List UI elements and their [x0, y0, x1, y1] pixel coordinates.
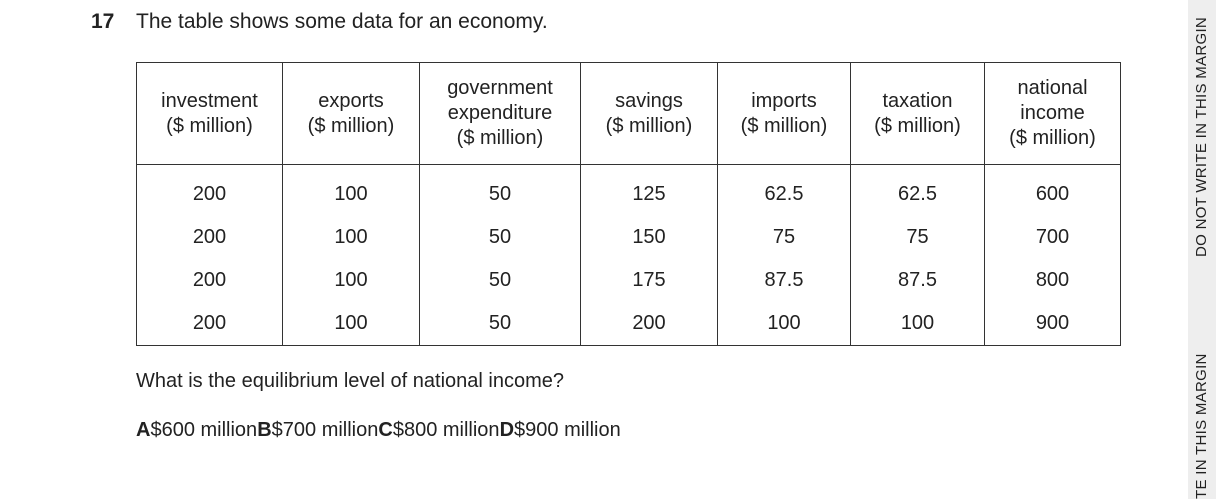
header-cell: exports ($ million)	[282, 62, 420, 165]
table-cell: 100	[282, 216, 420, 259]
table-cell: 87.5	[850, 259, 985, 302]
header-line: ($ million)	[874, 114, 961, 137]
margin-strip: DO NOT WRITE IN THIS MARGIN TE IN THIS M…	[1188, 0, 1216, 499]
header-line: ($ million)	[740, 114, 828, 137]
table-cell: 50	[419, 164, 581, 216]
margin-text: TE IN THIS MARGIN	[1193, 353, 1210, 499]
header-cell: imports ($ million)	[717, 62, 851, 165]
data-table: investment ($ million) exports ($ million) g…	[136, 62, 1121, 346]
header-line: savings	[615, 89, 683, 112]
header-cell: investment ($ million)	[136, 62, 283, 165]
table-cell: 600	[984, 164, 1121, 216]
options: A$600 million B$700 million C$800 million D…	[136, 419, 621, 442]
option-letter: A	[136, 419, 151, 441]
header-cell: national income ($ million)	[984, 62, 1121, 165]
header-line: expenditure	[447, 102, 553, 124]
table-cell: 75	[717, 216, 851, 259]
option-letter: C	[378, 419, 393, 441]
table-cell: 50	[419, 259, 581, 302]
table-cell: 200	[136, 302, 283, 346]
table-cell: 200	[136, 164, 283, 216]
option-letter: B	[257, 419, 272, 441]
header-line: ($ million)	[1009, 127, 1096, 149]
table-cell: 150	[580, 216, 718, 259]
table-cell: 200	[136, 259, 283, 302]
margin-text: DO NOT WRITE IN THIS MARGIN	[1193, 16, 1210, 257]
option: D$900 million	[500, 419, 621, 442]
header-line: taxation	[882, 89, 953, 112]
question-text: The table shows some data for an economy…	[136, 10, 548, 33]
question-prompt: What is the equilibrium level of nationa…	[136, 370, 564, 392]
table-cell: 700	[984, 216, 1121, 259]
table-cell: 100	[282, 164, 420, 216]
table-row: 200 100 50 150 75 75 700	[136, 216, 1121, 259]
header-line: ($ million)	[456, 127, 544, 149]
header-line: government	[447, 77, 553, 99]
header-line: income	[1020, 102, 1085, 124]
table-cell: 62.5	[850, 164, 985, 216]
option: C$800 million	[378, 419, 499, 442]
option-text: $800 million	[392, 419, 500, 441]
table-cell: 100	[717, 302, 851, 346]
table-cell: 200	[580, 302, 718, 346]
header-line: imports	[751, 89, 817, 112]
table-row: 200 100 50 200 100 100 900	[136, 302, 1121, 346]
header-cell: savings ($ million)	[580, 62, 718, 165]
header-line: ($ million)	[307, 114, 395, 137]
table-row: 200 100 50 175 87.5 87.5 800	[136, 259, 1121, 302]
table-cell: 62.5	[717, 164, 851, 216]
table-cell: 50	[419, 216, 581, 259]
header-line: investment	[161, 89, 258, 112]
table-cell: 100	[282, 302, 420, 346]
table-cell: 125	[580, 164, 718, 216]
table-cell: 87.5	[717, 259, 851, 302]
table-cell: 800	[984, 259, 1121, 302]
question-number: 17	[91, 10, 115, 33]
header-cell: taxation ($ million)	[850, 62, 985, 165]
option-text: $700 million	[271, 419, 379, 441]
table-cell: 100	[282, 259, 420, 302]
option-letter: D	[499, 419, 515, 441]
option-text: $600 million	[150, 419, 258, 441]
option-text: $900 million	[514, 419, 621, 441]
option: B$700 million	[257, 419, 378, 442]
table-cell: 900	[984, 302, 1121, 346]
header-line: national	[1017, 77, 1088, 99]
header-line: exports	[318, 89, 384, 112]
table-cell: 50	[419, 302, 581, 346]
table-cell: 175	[580, 259, 718, 302]
option: A$600 million	[136, 419, 257, 442]
table-cell: 200	[136, 216, 283, 259]
table-row: 200 100 50 125 62.5 62.5 600	[136, 164, 1121, 216]
header-line: ($ million)	[605, 114, 693, 137]
header-cell: government expenditure ($ million)	[419, 62, 581, 165]
table-cell: 100	[850, 302, 985, 346]
header-line: ($ million)	[166, 114, 253, 137]
table-cell: 75	[850, 216, 985, 259]
